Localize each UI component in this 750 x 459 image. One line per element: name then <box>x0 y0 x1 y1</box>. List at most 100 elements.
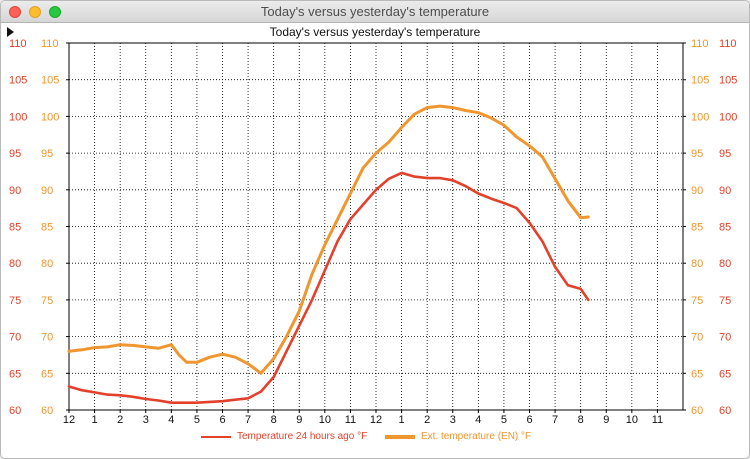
data-point-yesterday <box>554 266 556 268</box>
title-bar[interactable]: Today's versus yesterday's temperature <box>1 1 749 23</box>
y-tick-label-left-outer: 65 <box>9 368 21 380</box>
x-tick-label: 3 <box>143 414 149 426</box>
data-point-today <box>426 106 428 109</box>
x-tick-label: 9 <box>603 414 609 426</box>
data-point-today <box>273 358 275 360</box>
y-tick-label-left-inner: 90 <box>41 185 53 197</box>
data-point-today <box>247 363 249 365</box>
y-tick-label-right-outer: 70 <box>719 332 731 344</box>
zoom-button[interactable] <box>49 6 61 18</box>
data-point-yesterday <box>324 269 326 272</box>
data-point-today <box>145 346 147 348</box>
x-tick-label: 12 <box>63 414 75 426</box>
data-point-today <box>178 354 180 356</box>
y-tick-label-right-inner: 80 <box>691 258 703 270</box>
legend-label-yesterday: Temperature 24 hours ago °F <box>237 431 368 442</box>
legend-swatch-yesterday <box>201 435 231 438</box>
data-point-yesterday <box>93 391 96 393</box>
y-tick-label-right-inner: 100 <box>691 111 709 123</box>
data-point-today <box>68 350 70 352</box>
y-tick-label-left-outer: 110 <box>9 38 27 50</box>
y-tick-label-right-inner: 105 <box>691 75 709 87</box>
data-point-today <box>234 356 236 358</box>
minimize-button[interactable] <box>29 6 41 18</box>
x-tick-label: 9 <box>296 414 302 426</box>
y-tick-label-left-inner: 70 <box>41 332 53 344</box>
data-point-today <box>221 353 224 355</box>
data-point-yesterday <box>541 240 543 242</box>
y-tick-label-right-inner: 90 <box>691 185 703 197</box>
x-tick-label: 1 <box>399 414 405 426</box>
data-point-today <box>349 192 352 195</box>
window-title: Today's versus yesterday's temperature <box>260 4 490 19</box>
y-tick-label-left-inner: 110 <box>41 38 59 50</box>
data-point-yesterday <box>413 175 415 178</box>
data-point-today <box>528 145 531 147</box>
y-tick-label-right-outer: 75 <box>719 295 731 307</box>
legend-swatch-today <box>385 434 415 439</box>
y-tick-label-right-inner: 110 <box>691 38 709 50</box>
data-point-yesterday <box>68 385 70 388</box>
data-point-yesterday <box>298 324 300 327</box>
data-point-yesterday <box>452 179 454 181</box>
data-point-yesterday <box>580 288 582 290</box>
x-tick-label: 5 <box>501 414 507 426</box>
close-button[interactable] <box>9 6 21 18</box>
y-tick-label-left-outer: 95 <box>9 148 21 160</box>
y-tick-label-left-inner: 80 <box>41 258 53 270</box>
data-point-today <box>119 344 121 346</box>
x-tick-label: 12 <box>370 414 382 426</box>
data-point-today <box>337 218 339 220</box>
x-tick-label: 11 <box>345 414 356 426</box>
data-point-yesterday <box>388 178 390 180</box>
data-point-yesterday <box>234 399 236 401</box>
x-tick-label: 2 <box>117 414 123 426</box>
data-point-yesterday <box>119 394 121 396</box>
data-point-today <box>452 106 454 109</box>
data-point-today <box>298 310 300 312</box>
data-point-today <box>413 113 415 115</box>
data-point-yesterday <box>375 189 377 191</box>
data-point-today <box>81 349 83 351</box>
y-tick-label-right-outer: 80 <box>719 258 731 270</box>
x-tick-label: 3 <box>450 414 456 426</box>
y-tick-label-left-outer: 60 <box>9 405 21 417</box>
y-tick-label-left-inner: 100 <box>41 111 59 123</box>
x-tick-label: 11 <box>652 414 663 426</box>
data-point-today <box>132 344 134 347</box>
data-point-today <box>362 167 364 169</box>
data-point-yesterday <box>516 207 518 209</box>
data-point-yesterday <box>490 198 492 200</box>
legend-item-today: Ext. temperature (EN) °F <box>385 431 531 442</box>
y-tick-label-right-outer: 85 <box>719 222 731 234</box>
legend-label-today: Ext. temperature (EN) °F <box>421 431 532 442</box>
data-point-yesterday <box>337 240 339 242</box>
y-tick-label-left-inner: 60 <box>41 405 53 417</box>
play-icon[interactable] <box>7 27 14 37</box>
y-tick-label-left-inner: 65 <box>41 368 53 380</box>
x-tick-label: 7 <box>245 414 251 426</box>
x-tick-label: 7 <box>552 414 558 426</box>
x-tick-label: 1 <box>92 414 98 426</box>
data-point-yesterday <box>285 350 288 352</box>
data-point-today <box>567 200 569 202</box>
data-point-today <box>477 112 479 114</box>
y-tick-label-right-outer: 95 <box>719 148 731 160</box>
x-tick-label: 5 <box>194 414 200 426</box>
y-tick-label-right-outer: 65 <box>719 368 731 380</box>
data-point-yesterday <box>349 218 352 220</box>
y-tick-label-left-inner: 95 <box>41 148 53 160</box>
data-point-today <box>554 178 556 180</box>
data-point-today <box>170 344 172 346</box>
data-point-today <box>93 347 96 349</box>
data-point-today <box>157 347 160 349</box>
data-point-yesterday <box>81 389 83 391</box>
y-tick-label-right-inner: 60 <box>691 405 703 417</box>
data-point-today <box>516 136 518 138</box>
y-tick-label-left-inner: 85 <box>41 222 53 234</box>
data-point-yesterday <box>221 400 224 402</box>
y-tick-label-left-outer: 100 <box>9 111 27 123</box>
data-point-yesterday <box>145 398 147 400</box>
x-tick-label: 6 <box>526 414 532 426</box>
data-point-today <box>311 273 313 275</box>
